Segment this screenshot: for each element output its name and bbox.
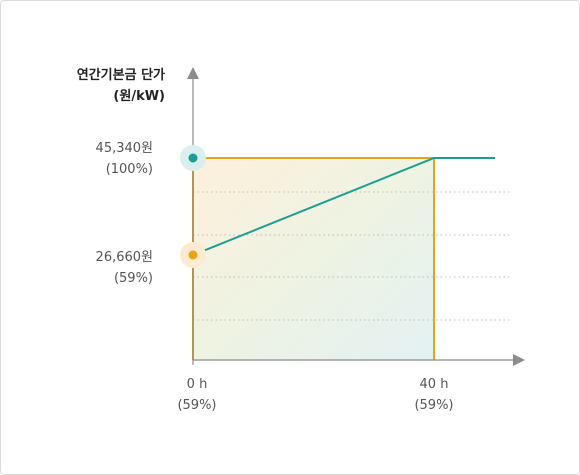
highlight-region [193,158,434,360]
y-tick-sublabel-low: (59%) [114,271,153,286]
x-tick-sublabel-0: (59%) [177,398,216,413]
point-low [188,250,198,260]
y-tick-label-high: 45,340원 [96,141,153,156]
point-high [188,153,198,163]
y-tick-label-low: 26,660원 [96,250,153,265]
x-tick-sublabel-40: (59%) [414,398,453,413]
x-axis-arrow-icon [513,354,525,366]
y-axis-title-line1: 연간기본금 단가 [77,67,165,83]
x-tick-label-40: 40 h [420,377,449,392]
y-axis-title-line2: (원/kW) [113,89,165,104]
x-tick-label-0: 0 h [187,377,208,392]
y-axis-arrow-icon [187,67,199,79]
series-line [192,157,495,256]
gridlines [193,191,512,321]
y-tick-sublabel-high: (100%) [106,162,153,177]
